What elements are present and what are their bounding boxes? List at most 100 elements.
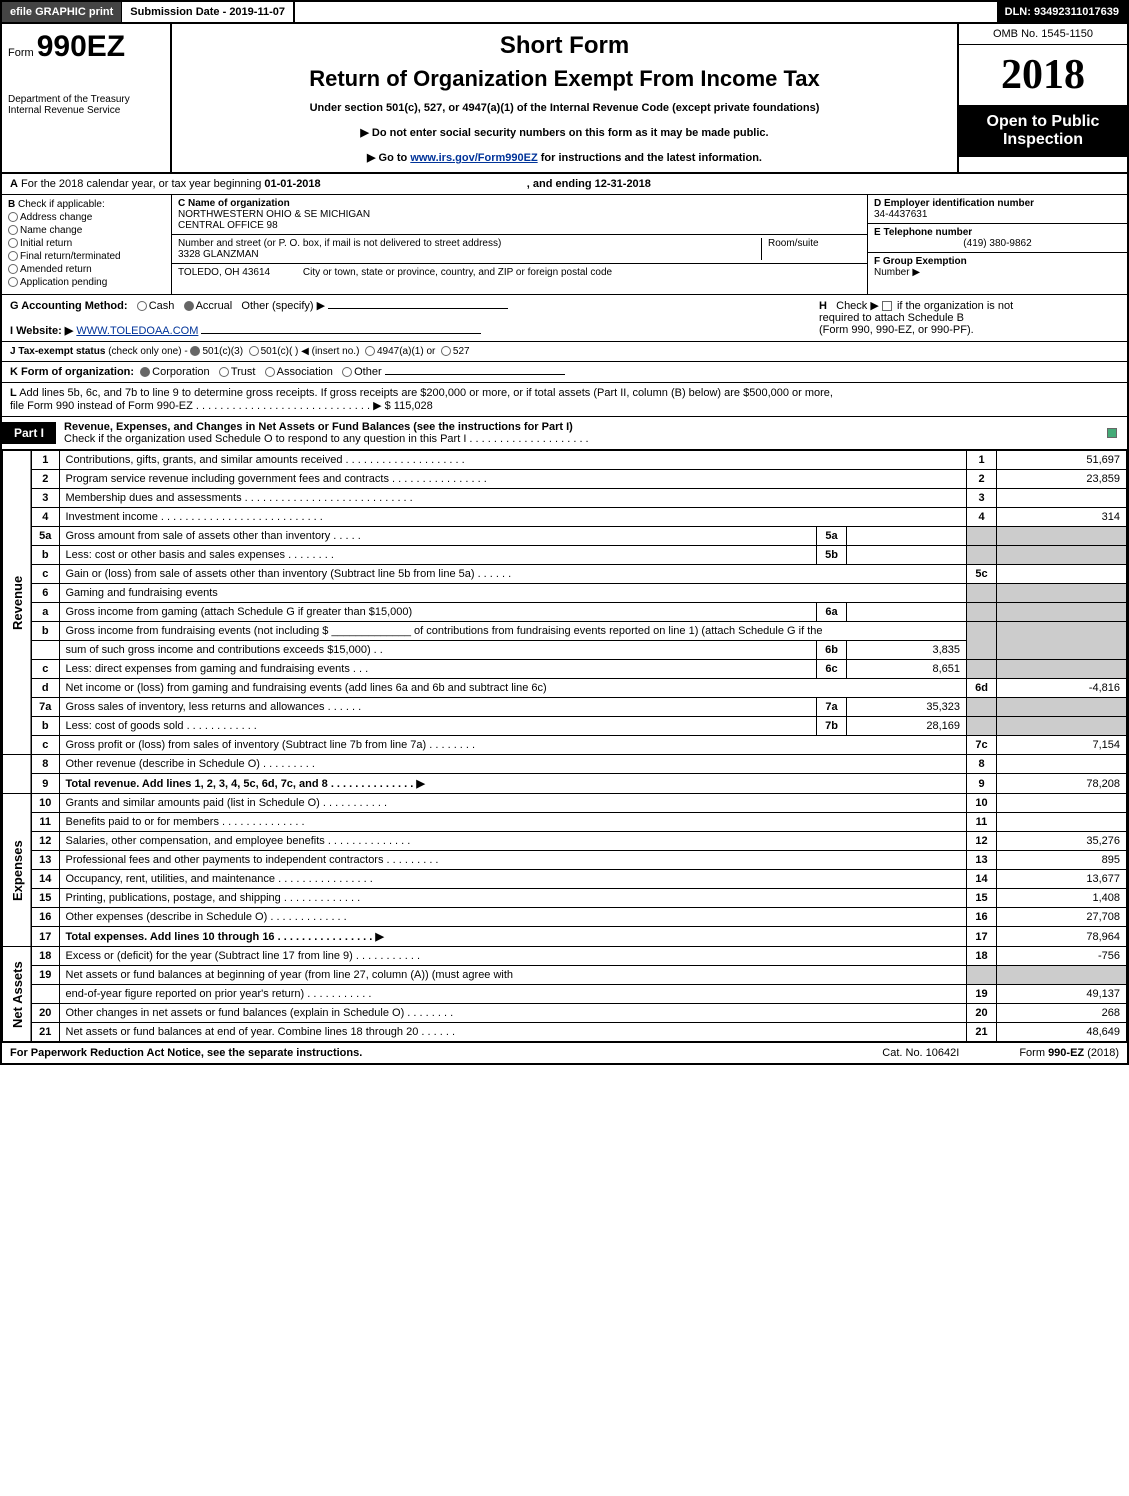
line-7b-desc: Less: cost of goods sold . . . . . . . .… bbox=[59, 717, 817, 736]
radio-trust[interactable] bbox=[219, 367, 229, 377]
org-name-cell: C Name of organization NORTHWESTERN OHIO… bbox=[172, 195, 867, 235]
line-15-no: 15 bbox=[31, 889, 59, 908]
line-8-val bbox=[997, 755, 1127, 774]
tax-year-begin: 01-01-2018 bbox=[264, 178, 320, 190]
checkbox-application-pending[interactable]: Application pending bbox=[8, 277, 165, 288]
line-20-no: 20 bbox=[31, 1004, 59, 1023]
org-name-1: NORTHWESTERN OHIO & SE MICHIGAN bbox=[178, 209, 370, 220]
short-form-title: Short Form bbox=[180, 32, 949, 60]
line-13-desc: Professional fees and other payments to … bbox=[59, 851, 967, 870]
line-7a-midval: 35,323 bbox=[847, 698, 967, 717]
radio-501c[interactable] bbox=[249, 346, 259, 356]
line-19b-num: 19 bbox=[967, 985, 997, 1004]
checkbox-final-return[interactable]: Final return/terminated bbox=[8, 251, 165, 262]
line-6-no: 6 bbox=[31, 584, 59, 603]
line-3-num: 3 bbox=[967, 489, 997, 508]
other-specify-input[interactable] bbox=[328, 308, 508, 309]
opt-4947: 4947(a)(1) or bbox=[377, 346, 435, 357]
line-8-desc: Other revenue (describe in Schedule O) .… bbox=[59, 755, 967, 774]
form-prefix: Form bbox=[8, 47, 34, 59]
line-19-grey bbox=[967, 966, 997, 985]
line-12-no: 12 bbox=[31, 832, 59, 851]
schedule-o-checkbox[interactable] bbox=[1107, 427, 1127, 439]
line-17-no: 17 bbox=[31, 927, 59, 947]
line-1-val: 51,697 bbox=[997, 451, 1127, 470]
line-j: J Tax-exempt status (check only one) - 5… bbox=[2, 342, 1127, 362]
checkbox-name-change[interactable]: Name change bbox=[8, 225, 165, 236]
i-label: I Website: ▶ bbox=[10, 325, 73, 337]
d-label: D Employer identification number bbox=[874, 198, 1034, 209]
website-link[interactable]: WWW.TOLEDOAA.COM bbox=[76, 325, 198, 337]
line-16-val: 27,708 bbox=[997, 908, 1127, 927]
efile-print-button[interactable]: efile GRAPHIC print bbox=[2, 2, 122, 22]
l-text2: file Form 990 instead of Form 990-EZ . .… bbox=[10, 400, 394, 412]
line-7a-no: 7a bbox=[31, 698, 59, 717]
line-12-desc: Salaries, other compensation, and employ… bbox=[59, 832, 967, 851]
form-ref: Form 990-EZ (2018) bbox=[1019, 1047, 1119, 1059]
line-14-desc: Occupancy, rent, utilities, and maintena… bbox=[59, 870, 967, 889]
line-6c-desc: Less: direct expenses from gaming and fu… bbox=[59, 660, 817, 679]
line-7a-greyval bbox=[997, 698, 1127, 717]
line-5b-midval bbox=[847, 546, 967, 565]
h-text2: if the organization is not bbox=[897, 300, 1013, 312]
line-3-val bbox=[997, 489, 1127, 508]
line-6d-val: -4,816 bbox=[997, 679, 1127, 698]
line-6b-no: b bbox=[31, 622, 59, 641]
irs-link[interactable]: www.irs.gov/Form990EZ bbox=[410, 152, 537, 164]
group-exemption-cell: F Group Exemption Number ▶ bbox=[868, 253, 1127, 281]
line-3-no: 3 bbox=[31, 489, 59, 508]
paperwork-notice: For Paperwork Reduction Act Notice, see … bbox=[10, 1047, 362, 1059]
line-4-val: 314 bbox=[997, 508, 1127, 527]
line-5c-no: c bbox=[31, 565, 59, 584]
line-19-greyval bbox=[997, 966, 1127, 985]
part-1-subtitle: Check if the organization used Schedule … bbox=[64, 433, 589, 445]
room-suite-label: Room/suite bbox=[768, 238, 819, 249]
line-7b-no: b bbox=[31, 717, 59, 736]
line-19-no: 19 bbox=[31, 966, 59, 985]
checkbox-amended-return[interactable]: Amended return bbox=[8, 264, 165, 275]
line-7b-midval: 28,169 bbox=[847, 717, 967, 736]
line-10-desc: Grants and similar amounts paid (list in… bbox=[59, 794, 967, 813]
line-10-no: 10 bbox=[31, 794, 59, 813]
netassets-sidelabel: Net Assets bbox=[3, 947, 32, 1042]
radio-other-org[interactable] bbox=[342, 367, 352, 377]
line-10-val bbox=[997, 794, 1127, 813]
h-text4: (Form 990, 990-EZ, or 990-PF). bbox=[819, 324, 974, 336]
radio-527[interactable] bbox=[441, 346, 451, 356]
line-16-num: 16 bbox=[967, 908, 997, 927]
radio-association[interactable] bbox=[265, 367, 275, 377]
goto-suffix: for instructions and the latest informat… bbox=[541, 152, 762, 164]
column-b: B Check if applicable: Address change Na… bbox=[2, 195, 172, 294]
city-value: TOLEDO, OH 43614 bbox=[178, 267, 270, 278]
radio-4947[interactable] bbox=[365, 346, 375, 356]
header-mid: Short Form Return of Organization Exempt… bbox=[172, 24, 957, 172]
line-6c-mid: 6c bbox=[817, 660, 847, 679]
ein-value: 34-4437631 bbox=[874, 209, 927, 220]
g-label: G Accounting Method: bbox=[10, 300, 128, 312]
checkbox-initial-return[interactable]: Initial return bbox=[8, 238, 165, 249]
street-cell: Number and street (or P. O. box, if mail… bbox=[172, 235, 867, 264]
line-6c-grey bbox=[967, 660, 997, 679]
checkbox-address-change[interactable]: Address change bbox=[8, 212, 165, 223]
line-13-val: 895 bbox=[997, 851, 1127, 870]
line-7b-mid: 7b bbox=[817, 717, 847, 736]
check-if-applicable: Check if applicable: bbox=[18, 199, 105, 210]
line-8-no: 8 bbox=[31, 755, 59, 774]
line-5a-grey bbox=[967, 527, 997, 546]
line-1-no: 1 bbox=[31, 451, 59, 470]
line-2-num: 2 bbox=[967, 470, 997, 489]
line-g: G Accounting Method: Cash Accrual Other … bbox=[10, 299, 819, 337]
checkbox-schedule-b[interactable] bbox=[882, 301, 892, 311]
line-5b-greyval bbox=[997, 546, 1127, 565]
form-number: 990EZ bbox=[37, 30, 125, 63]
line-6-grey bbox=[967, 584, 997, 603]
line-5a-midval bbox=[847, 527, 967, 546]
radio-501c3[interactable] bbox=[190, 346, 200, 356]
line-4-num: 4 bbox=[967, 508, 997, 527]
radio-accrual[interactable] bbox=[184, 301, 194, 311]
radio-cash[interactable] bbox=[137, 301, 147, 311]
line-6b2-desc: sum of such gross income and contributio… bbox=[59, 641, 817, 660]
radio-corporation[interactable] bbox=[140, 367, 150, 377]
street-label: Number and street (or P. O. box, if mail… bbox=[178, 238, 501, 249]
h-text3: required to attach Schedule B bbox=[819, 312, 964, 324]
